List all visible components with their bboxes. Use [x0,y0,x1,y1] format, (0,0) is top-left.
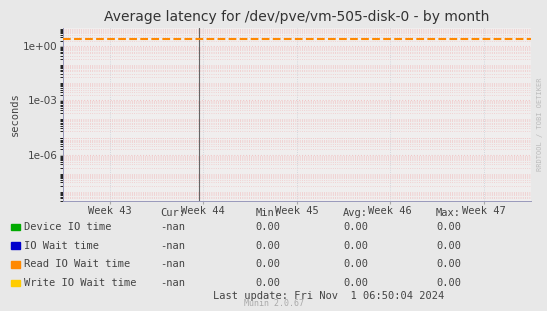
Text: Avg:: Avg: [343,208,368,218]
Text: Write IO Wait time: Write IO Wait time [24,278,137,288]
Text: RRDTOOL / TOBI OETIKER: RRDTOOL / TOBI OETIKER [537,78,543,171]
Text: Read IO Wait time: Read IO Wait time [24,259,130,269]
Text: 0.00: 0.00 [255,278,281,288]
Text: -nan: -nan [160,259,185,269]
Text: 0.00: 0.00 [343,222,368,232]
Y-axis label: seconds: seconds [10,92,20,136]
Text: 0.00: 0.00 [255,222,281,232]
Title: Average latency for /dev/pve/vm-505-disk-0 - by month: Average latency for /dev/pve/vm-505-disk… [104,10,490,24]
Text: 0.00: 0.00 [343,278,368,288]
Text: Munin 2.0.67: Munin 2.0.67 [243,299,304,308]
Text: Last update: Fri Nov  1 06:50:04 2024: Last update: Fri Nov 1 06:50:04 2024 [213,291,444,301]
Text: Min:: Min: [255,208,281,218]
Text: Cur:: Cur: [160,208,185,218]
Text: 0.00: 0.00 [436,222,461,232]
Text: 0.00: 0.00 [255,241,281,251]
Text: Device IO time: Device IO time [24,222,112,232]
Text: 0.00: 0.00 [343,241,368,251]
Text: -nan: -nan [160,278,185,288]
Text: 0.00: 0.00 [343,259,368,269]
Text: -nan: -nan [160,222,185,232]
Text: -nan: -nan [160,241,185,251]
Text: 0.00: 0.00 [436,259,461,269]
Text: 0.00: 0.00 [255,259,281,269]
Text: 0.00: 0.00 [436,241,461,251]
Text: 0.00: 0.00 [436,278,461,288]
Text: Max:: Max: [436,208,461,218]
Text: IO Wait time: IO Wait time [24,241,99,251]
